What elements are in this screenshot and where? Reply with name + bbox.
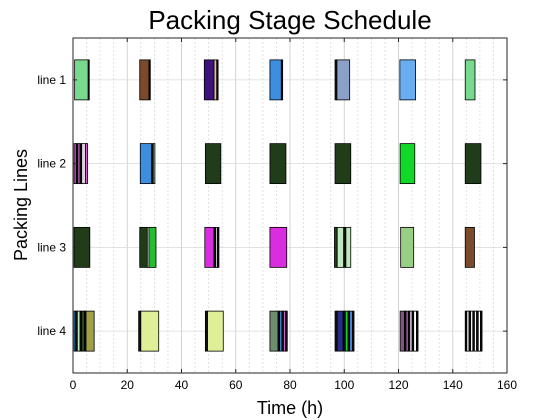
task-bar	[139, 226, 148, 268]
task-bar	[140, 310, 160, 352]
task-bar	[152, 143, 156, 185]
task-bar	[269, 143, 287, 185]
task-bar	[399, 143, 416, 185]
x-tick-label: 120	[388, 378, 408, 392]
y-tick-label: line 2	[37, 157, 66, 171]
x-tick-label: 20	[121, 378, 135, 392]
task-bar	[87, 59, 90, 101]
task-bar	[213, 59, 218, 101]
task-bar	[464, 59, 476, 101]
y-axis-ticks: line 1 line 2 line 3 line 4	[37, 73, 507, 338]
task-bar	[269, 226, 288, 268]
x-tick-label: 60	[229, 378, 243, 392]
task-bar	[285, 310, 288, 352]
task-bar	[349, 310, 353, 352]
task-bar	[336, 226, 345, 268]
task-bar	[216, 226, 220, 268]
x-axis-label: Time (h)	[257, 398, 323, 418]
task-bar	[336, 59, 351, 101]
task-bar	[81, 143, 86, 185]
task-bar	[269, 310, 279, 352]
task-bar	[345, 226, 352, 268]
task-bar	[269, 59, 282, 101]
task-bar	[399, 310, 405, 352]
task-bar	[464, 226, 475, 268]
x-tick-label: 40	[175, 378, 189, 392]
task-bar	[85, 143, 89, 185]
y-tick-label: line 3	[37, 240, 66, 254]
task-bar	[148, 226, 157, 268]
y-axis-label: Packing Lines	[11, 149, 31, 261]
task-bar	[344, 310, 349, 352]
grid-lines	[73, 38, 507, 373]
chart-title: Packing Stage Schedule	[148, 5, 431, 35]
task-bar	[351, 310, 355, 352]
x-axis-ticks: 0 20 40 60 80 100 120 140 160	[70, 38, 517, 392]
task-bar	[203, 59, 215, 101]
task-bar	[399, 59, 416, 101]
task-bars	[73, 59, 483, 352]
task-bar	[400, 226, 415, 268]
task-bar	[148, 59, 151, 101]
task-bar	[480, 310, 483, 352]
task-bar	[336, 310, 344, 352]
x-tick-label: 140	[443, 378, 463, 392]
task-bar	[76, 310, 81, 352]
task-bar	[216, 59, 219, 101]
task-bar	[280, 59, 284, 101]
task-bar	[416, 310, 419, 352]
task-bar	[204, 143, 222, 185]
y-tick-label: line 4	[37, 324, 66, 338]
x-tick-label: 80	[283, 378, 297, 392]
x-tick-label: 100	[334, 378, 354, 392]
task-bar	[334, 226, 338, 268]
task-bar	[207, 310, 224, 352]
task-bar	[85, 310, 95, 352]
task-bar	[413, 310, 417, 352]
x-tick-label: 0	[70, 378, 77, 392]
task-bar	[204, 226, 215, 268]
task-bar	[464, 143, 482, 185]
x-tick-label: 160	[497, 378, 517, 392]
y-tick-label: line 1	[37, 73, 66, 87]
task-bar	[139, 59, 150, 101]
task-bar	[139, 143, 153, 185]
task-bar	[81, 310, 85, 352]
task-bar	[334, 143, 352, 185]
